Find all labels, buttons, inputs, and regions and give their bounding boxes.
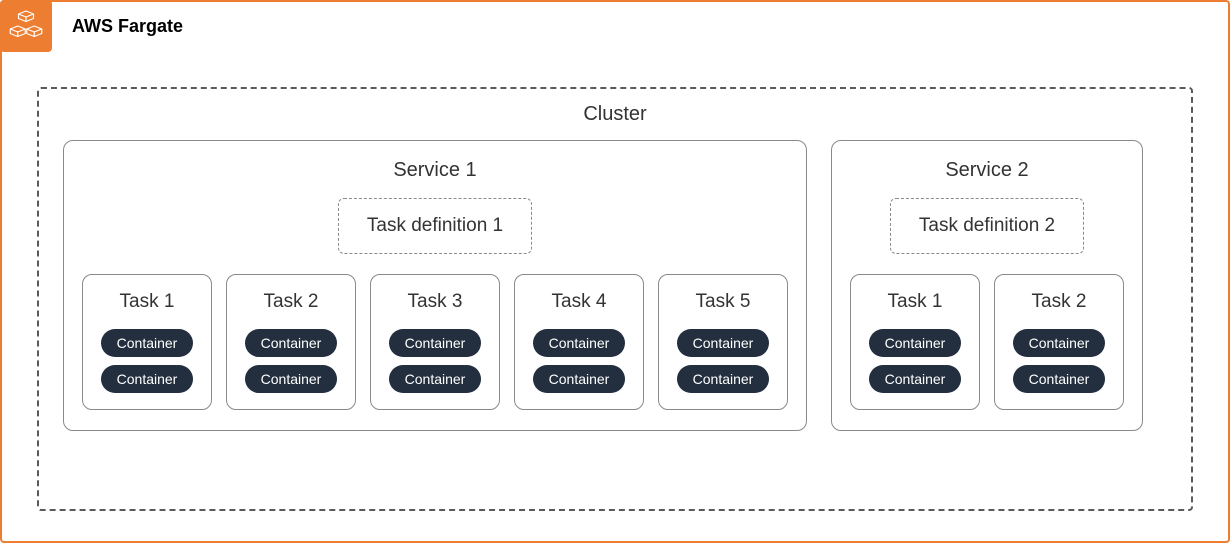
task-definition-2: Task definition 2 xyxy=(890,198,1084,254)
task-label: Task 1 xyxy=(91,291,203,313)
task-label: Task 2 xyxy=(235,291,347,313)
container-pill: Container xyxy=(389,365,481,393)
fargate-icon xyxy=(0,0,52,52)
container-pill: Container xyxy=(869,365,961,393)
task-definition-1: Task definition 1 xyxy=(338,198,532,254)
task-box: Task 2 Container Container xyxy=(226,274,356,410)
task-box: Task 1 Container Container xyxy=(82,274,212,410)
service-label-2: Service 2 xyxy=(850,159,1124,182)
service-box-1: Service 1 Task definition 1 Task 1 Conta… xyxy=(63,140,807,431)
fargate-icon-svg xyxy=(8,8,44,44)
services-row: Service 1 Task definition 1 Task 1 Conta… xyxy=(39,126,1191,451)
service-title: AWS Fargate xyxy=(72,16,183,37)
container-pill: Container xyxy=(101,329,193,357)
container-pill: Container xyxy=(101,365,193,393)
task-label: Task 2 xyxy=(1003,291,1115,313)
task-box: Task 5 Container Container xyxy=(658,274,788,410)
task-label: Task 1 xyxy=(859,291,971,313)
container-pill: Container xyxy=(1013,329,1105,357)
container-pill: Container xyxy=(1013,365,1105,393)
service-box-2: Service 2 Task definition 2 Task 1 Conta… xyxy=(831,140,1143,431)
container-pill: Container xyxy=(533,329,625,357)
cluster-box: Cluster Service 1 Task definition 1 Task… xyxy=(37,87,1193,511)
container-pill: Container xyxy=(533,365,625,393)
task-box: Task 4 Container Container xyxy=(514,274,644,410)
cluster-title: Cluster xyxy=(39,103,1191,126)
container-pill: Container xyxy=(245,365,337,393)
container-pill: Container xyxy=(869,329,961,357)
container-pill: Container xyxy=(677,329,769,357)
container-pill: Container xyxy=(389,329,481,357)
task-label: Task 5 xyxy=(667,291,779,313)
container-pill: Container xyxy=(677,365,769,393)
tasks-row-1: Task 1 Container Container Task 2 Contai… xyxy=(82,274,788,410)
task-box: Task 2 Container Container xyxy=(994,274,1124,410)
tasks-row-2: Task 1 Container Container Task 2 Contai… xyxy=(850,274,1124,410)
task-label: Task 4 xyxy=(523,291,635,313)
service-label-1: Service 1 xyxy=(82,159,788,182)
task-box: Task 3 Container Container xyxy=(370,274,500,410)
fargate-frame: AWS Fargate Cluster Service 1 Task defin… xyxy=(0,0,1230,543)
task-box: Task 1 Container Container xyxy=(850,274,980,410)
container-pill: Container xyxy=(245,329,337,357)
task-label: Task 3 xyxy=(379,291,491,313)
